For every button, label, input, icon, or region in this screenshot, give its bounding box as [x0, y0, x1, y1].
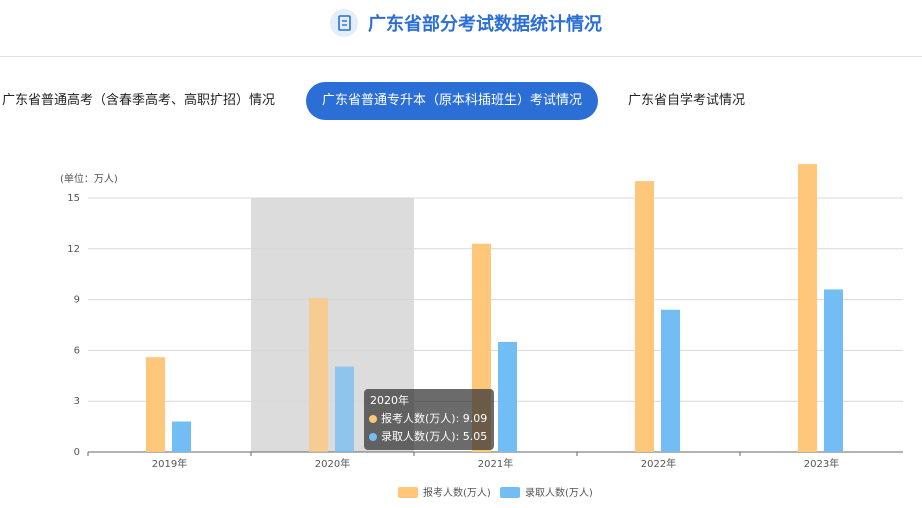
y-tick-label: 15: [67, 193, 80, 204]
tooltip-dot: [369, 433, 377, 441]
tab[interactable]: 广东省普通专升本（原本科插班生）考试情况: [306, 82, 599, 120]
x-tick-label: 2019年: [152, 457, 187, 470]
tooltip-title: 2020年: [370, 393, 409, 407]
legend-label: 报考人数(万人): [423, 486, 491, 499]
y-tick-label: 12: [67, 244, 80, 255]
x-tick-label: 2023年: [804, 457, 839, 470]
tooltip-item: 报考人数(万人): 9.09: [381, 411, 487, 425]
x-tick-label: 2020年: [315, 457, 350, 470]
y-tick-label: 6: [74, 345, 80, 356]
header: 广东省部分考试数据统计情况: [0, 0, 922, 57]
x-tick-label: 2022年: [641, 457, 676, 470]
x-tick-label: 2021年: [478, 457, 513, 470]
bar: [498, 341, 517, 452]
tooltip-box: [364, 389, 494, 450]
y-tick-label: 3: [74, 396, 80, 407]
tab[interactable]: 广东省普通高考（含春季高考、高职扩招）情况: [2, 93, 276, 108]
y-axis-label: (单位：万人): [60, 172, 118, 185]
bar: [635, 181, 654, 453]
bar: [172, 421, 191, 452]
icon-graphic: [338, 15, 351, 31]
tab[interactable]: 广东省自学考试情况: [628, 93, 746, 108]
bar: [824, 289, 843, 452]
legend-swatch: [398, 487, 418, 498]
bar: [661, 309, 680, 452]
header-title: 广东省部分考试数据统计情况: [368, 14, 602, 35]
bar: [309, 298, 328, 452]
header-icon: [330, 9, 358, 37]
y-tick-label: 9: [74, 295, 80, 306]
tooltip-item: 录取人数(万人): 5.05: [381, 430, 487, 443]
legend-label: 录取人数(万人): [525, 486, 593, 499]
bar: [798, 164, 817, 452]
bar: [335, 366, 354, 452]
y-tick-label: 0: [74, 447, 80, 458]
tooltip-dot: [369, 415, 377, 423]
bar: [146, 357, 165, 452]
legend-swatch: [500, 487, 520, 498]
chart: (单位：万人) 0 3 6 9 12 15 2019年 2020年 2021年 2022年 2023…: [60, 164, 903, 499]
